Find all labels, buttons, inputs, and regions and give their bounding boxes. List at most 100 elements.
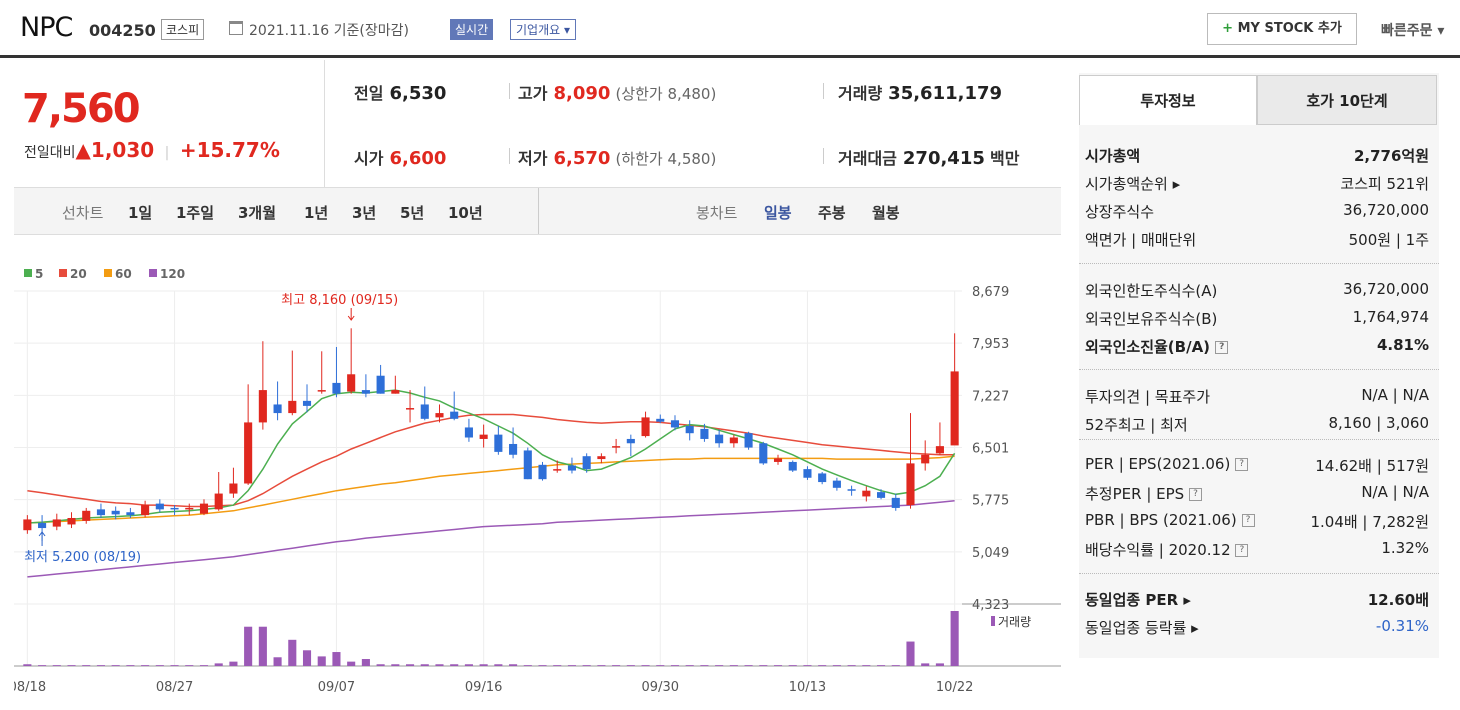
info-value: 500원 | 1주 [1348,231,1429,249]
info-value: N/A | N/A [1361,386,1429,404]
volume-bar [685,665,694,666]
candle-body [155,503,164,510]
price-change: 전일대비▲1,030 | +15.77% [24,138,280,162]
period-3y[interactable]: 3년 [352,204,377,222]
period-3m[interactable]: 3개월 [238,204,277,222]
volume-bar [82,665,91,666]
help-icon[interactable]: ? [1235,458,1249,471]
candle-monthly[interactable]: 월봉 [872,204,900,222]
x-tick-label: 09/07 [318,680,355,695]
section-divider [1079,573,1439,574]
period-1w[interactable]: 1주일 [176,204,215,222]
volume-bar [876,665,886,666]
change-rate: +15.77% [179,138,280,162]
change-separator: | [164,145,170,161]
candle-body [52,519,61,527]
candle-body [126,512,135,516]
candle-body [111,510,120,515]
volume-bar [244,626,253,666]
candle-body [229,483,238,494]
volume-bar [347,661,356,666]
open-price: 시가 6,600 [354,148,447,169]
candle-body [935,446,944,454]
volume-bar [553,665,562,666]
candle-body [538,464,547,480]
y-tick-label: 6,501 [972,442,1009,457]
candle-body [96,509,106,516]
price-chart: 08/1808/2709/0709/1609/3010/1310/2211/01… [9,236,1253,706]
x-tick-label: 08/27 [156,680,193,695]
candle-weekly[interactable]: 주봉 [818,204,846,222]
candle-body [729,437,738,444]
candle-body [906,463,915,506]
period-1y[interactable]: 1년 [304,204,329,222]
y-tick-label: 8,679 [972,285,1009,300]
candle-body [523,450,532,480]
period-5y[interactable]: 5년 [400,204,425,222]
candle-body [38,523,47,529]
info-key: 52주최고 | 최저 [1085,416,1188,434]
base-date: 2021.11.16 기준(장마감) [249,23,409,39]
candle-body [391,390,400,394]
tab-orderbook[interactable]: 호가 10단계 [1257,75,1437,125]
volume-bar [229,661,238,666]
info-key[interactable]: 동일업종 PER ▸ [1085,591,1191,609]
period-1d[interactable]: 1일 [128,204,153,222]
volume-bar [185,665,194,666]
volume-bar [862,665,871,666]
candle-body [141,505,150,516]
candle-body [818,473,827,483]
info-value: 14.62배 | 517원 [1315,457,1429,475]
help-icon[interactable]: ? [1188,488,1202,501]
legend-label: 120 [160,267,185,281]
help-icon[interactable]: ? [1241,514,1255,527]
period-10y[interactable]: 10년 [448,204,483,222]
volume-label: 거래량 [998,615,1031,629]
info-key[interactable]: 시가총액순위 ▸ [1085,175,1181,193]
volume-bar [450,664,459,666]
stock-code: 004250 [89,21,156,40]
volume-bar [141,665,150,666]
info-value: 1,764,974 [1352,308,1429,326]
realtime-button[interactable]: 실시간 [450,19,494,40]
volume-bar [214,663,223,666]
candle-body [23,519,32,531]
ma-line-ma120 [27,499,955,578]
candle-body [258,390,267,423]
candle-body [361,390,370,394]
info-key[interactable]: 동일업종 등락률 ▸ [1085,619,1199,637]
candle-body [950,371,959,446]
candle-body [273,404,282,414]
volume-bar [656,665,665,666]
volume-bar [302,650,312,666]
help-icon[interactable]: ? [1235,544,1249,557]
volume-bar [273,657,282,666]
help-icon[interactable]: ? [1215,341,1229,354]
y-tick-label: 5,049 [972,546,1009,561]
info-value: 4.81% [1376,336,1429,354]
candle-body [435,413,444,418]
candle-body [479,434,488,439]
quick-order-dropdown[interactable]: 빠른주문 ▾ [1381,23,1445,39]
x-tick-label: 08/18 [14,680,46,695]
section-divider [1079,369,1439,370]
investment-info-panel: 투자정보 호가 10단계 시가총액 2,776억원 시가총액순위 ▸ 코스피 521위… [1079,73,1439,658]
candle-daily[interactable]: 일봉 [764,204,792,222]
volume-bar [641,665,650,666]
candle-body [67,517,76,525]
volume-bar [700,665,709,666]
y-tick-label: 5,775 [972,494,1009,509]
volume-bar [773,665,783,666]
stock-header: NPC 004250 코스피 2021.11.16 기준(장마감) 실시간 기업… [0,0,1460,58]
volume-bar [847,665,856,666]
candle-chart-label: 봉차트 [696,204,738,222]
volume-bar [788,665,797,666]
volume-bar [420,664,429,666]
volume-bar [38,665,47,666]
company-overview-dropdown[interactable]: 기업개요 ▾ [510,19,576,40]
candle-body [288,400,297,414]
my-stock-add-button[interactable]: + MY STOCK 추가 [1207,13,1357,45]
candle-body [82,510,91,521]
tab-investment-info[interactable]: 투자정보 [1079,75,1257,125]
volume-bar [832,665,841,666]
